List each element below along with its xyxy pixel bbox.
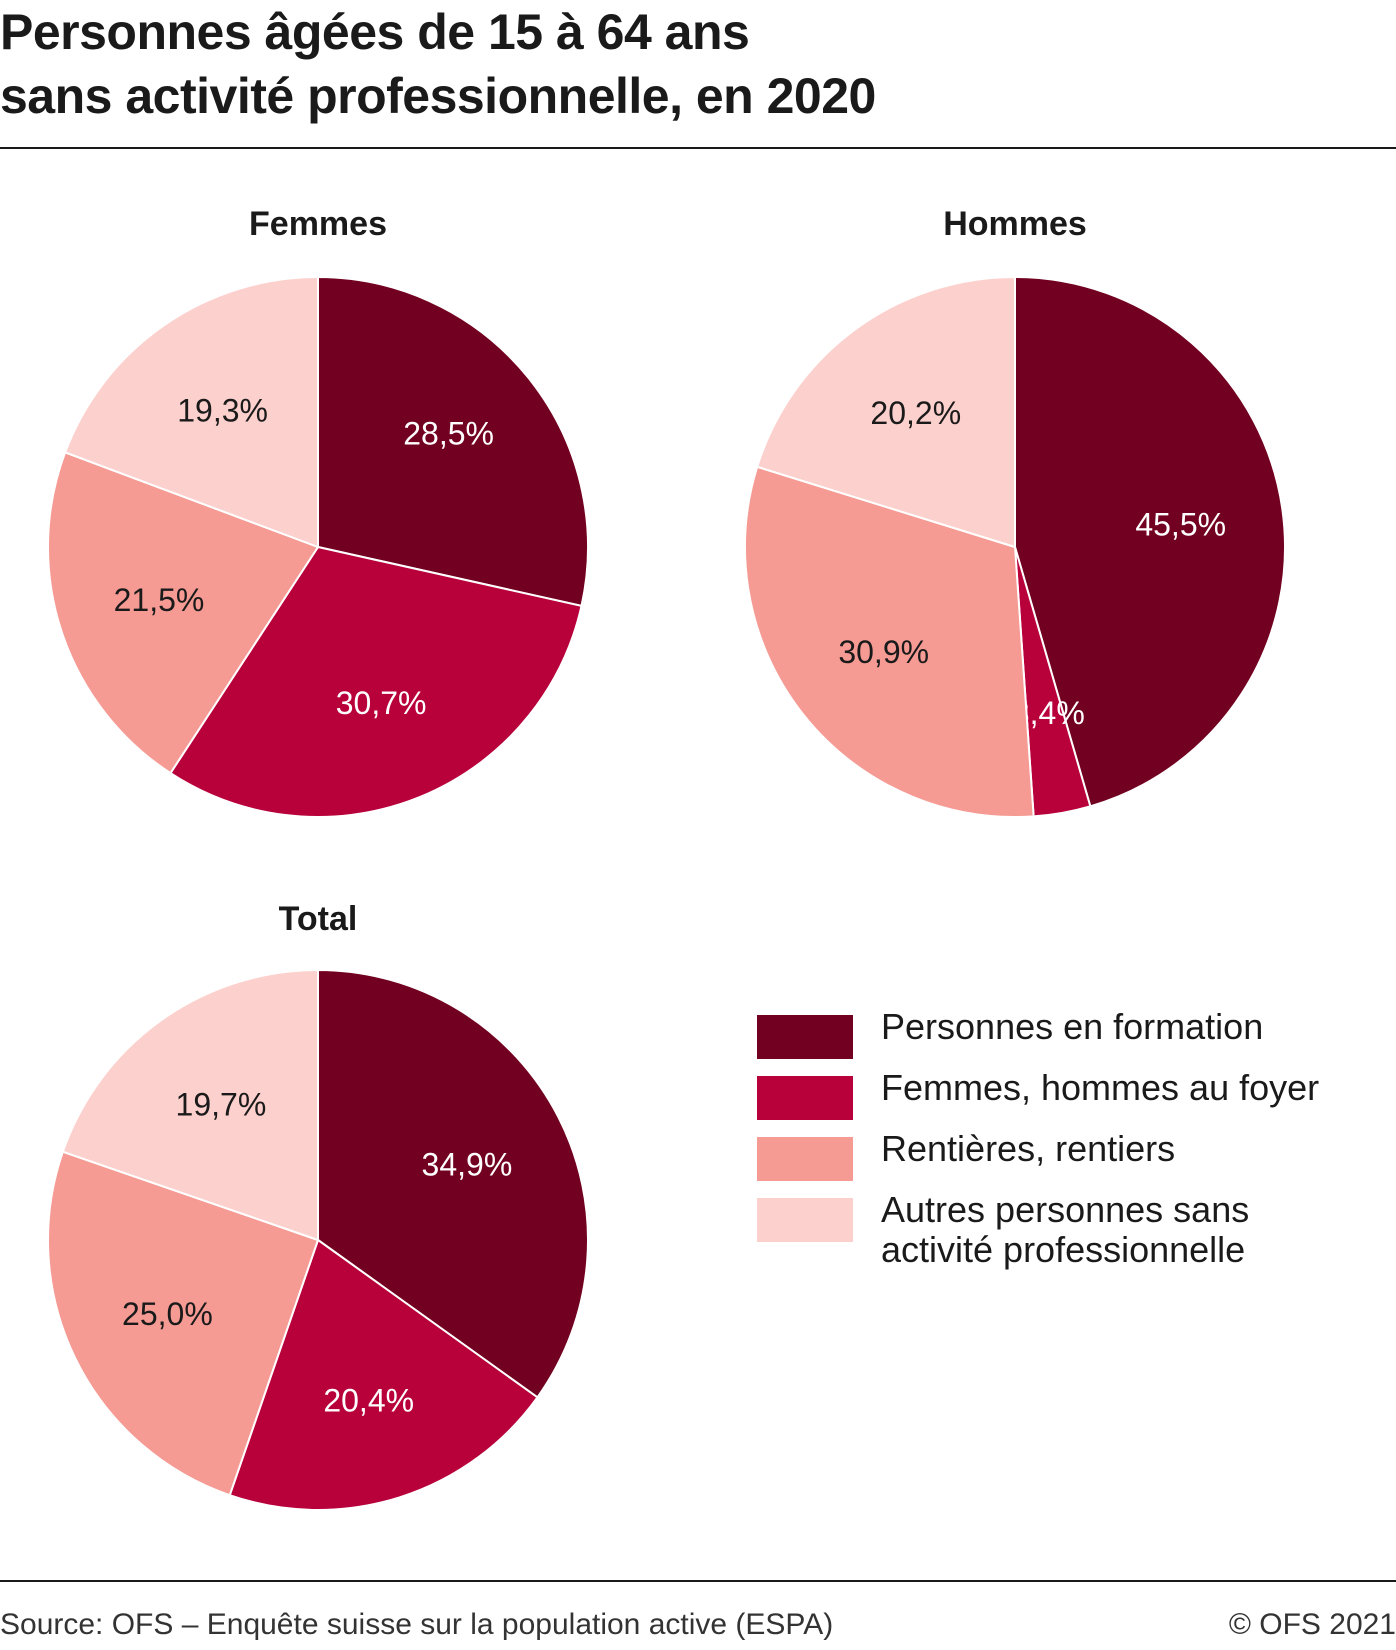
chart-title: Personnes âgées de 15 à 64 ans sans acti… xyxy=(0,0,1380,128)
pie-slice-autres-personnes-sans-activite-professionnelle xyxy=(755,275,1016,549)
legend-label-line: Personnes en formation xyxy=(881,1006,1264,1047)
pie-title: Total xyxy=(279,900,358,938)
pie-slice-personnes-en-formation xyxy=(317,275,589,608)
pie-charts: Femmes28,5%30,7%21,5%19,3%Hommes45,5%3,4… xyxy=(47,205,1286,1511)
footer-divider xyxy=(0,1580,1396,1582)
pie-data-label: 19,3% xyxy=(177,392,268,428)
legend-label-autres-personnes: Autres personnes sans activité professio… xyxy=(881,1190,1396,1270)
pie-data-label: 19,7% xyxy=(176,1087,267,1123)
pie-data-label: 45,5% xyxy=(1135,506,1226,542)
pie-slice-femmes-hommes-au-foyer xyxy=(228,1238,539,1511)
pie-slice-personnes-en-formation xyxy=(317,968,589,1399)
legend-swatch-personnes-en-formation xyxy=(757,1015,853,1059)
pie-total: Total 34,9% 20,4% 25,0% 19,7% xyxy=(47,900,589,1511)
legend-label-line: Autres personnes sans xyxy=(881,1189,1250,1230)
chart-title-line-1: Personnes âgées de 15 à 64 ans xyxy=(0,4,750,60)
copyright-note: © OFS 2021 xyxy=(1228,1608,1396,1641)
legend-label-line: Rentières, rentiers xyxy=(881,1128,1176,1169)
chart-title-line-2: sans activité professionnelle, en 2020 xyxy=(0,68,876,124)
pie-femmes: Femmes 28,5% 30,7% 21,5% 19,3% xyxy=(47,205,589,818)
legend-swatch-femmes-hommes-au-foyer xyxy=(757,1076,853,1120)
pie-data-label: 30,7% xyxy=(336,685,427,721)
pie-slice-autres-personnes-sans-activite-professionnelle xyxy=(63,275,319,549)
pie-data-label: 21,5% xyxy=(114,582,205,618)
legend-swatch-autres-personnes xyxy=(757,1198,853,1242)
pie-slice-rentieres-rentiers xyxy=(744,465,1035,818)
pie-slice-rentieres-rentiers xyxy=(47,451,320,775)
pie-data-label: 28,5% xyxy=(403,415,494,451)
pie-slice-personnes-en-formation xyxy=(1014,275,1286,808)
header-divider xyxy=(0,147,1396,149)
legend-label-femmes-hommes-au-foyer: Femmes, hommes au foyer xyxy=(881,1068,1396,1108)
legend-label-line: activité professionnelle xyxy=(881,1229,1246,1270)
source-note: Source: OFS – Enquête suisse sur la popu… xyxy=(0,1608,834,1641)
pie-data-label: 25,0% xyxy=(122,1296,213,1332)
legend-swatch-rentieres-rentiers xyxy=(757,1137,853,1181)
pie-data-label: 30,9% xyxy=(838,634,929,670)
pie-slice-rentieres-rentiers xyxy=(47,1150,320,1497)
pie-data-label: 34,9% xyxy=(422,1147,513,1183)
pie-slice-femmes-hommes-au-foyer xyxy=(169,545,583,818)
pie-title: Femmes xyxy=(249,205,387,243)
legend-label-personnes-en-formation: Personnes en formation xyxy=(881,1007,1396,1047)
pie-data-label: 20,2% xyxy=(870,395,961,431)
pie-title: Hommes xyxy=(943,205,1087,243)
legend-label-rentieres-rentiers: Rentières, rentiers xyxy=(881,1129,1396,1169)
pie-data-label: 20,4% xyxy=(323,1383,414,1419)
legend-label-line: Femmes, hommes au foyer xyxy=(881,1067,1320,1108)
pie-slice-autres-personnes-sans-activite-professionnelle xyxy=(61,968,319,1242)
